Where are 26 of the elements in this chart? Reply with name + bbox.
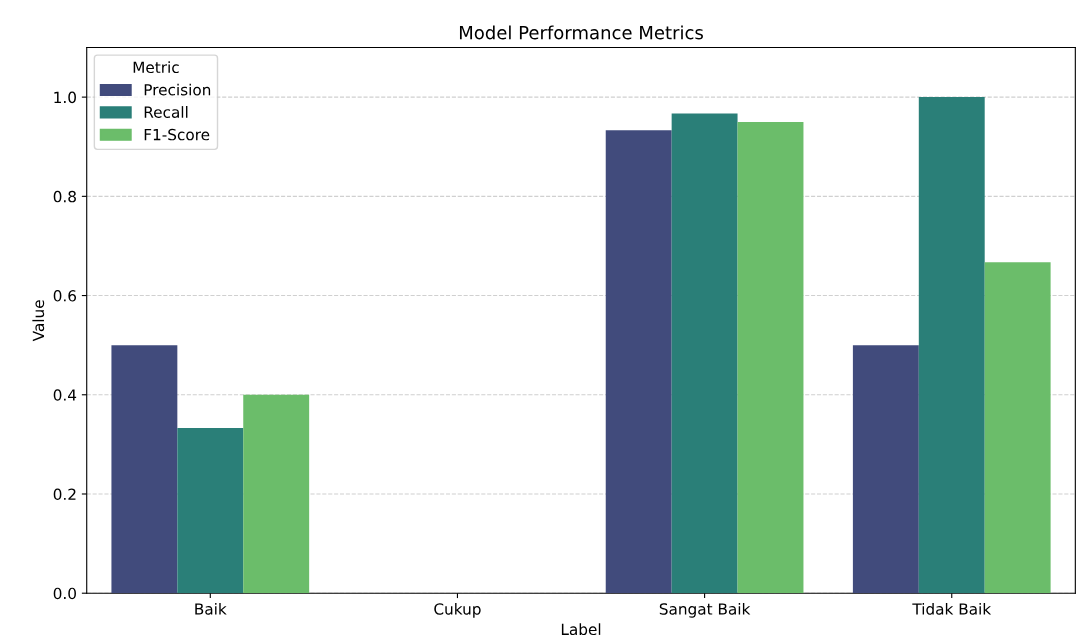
bar [671,113,738,594]
bar [605,130,672,594]
legend-label: Recall [144,106,188,118]
bar [111,345,178,594]
y-tick-label: 0.2 [53,488,76,501]
bar [984,262,1051,594]
chart-title: Model Performance Metrics [459,25,703,40]
x-tick-label: Baik [195,602,227,615]
y-tick-label: 0.8 [53,190,76,203]
y-axis-title: Value [32,300,45,342]
y-tick-label: 0.6 [53,290,77,302]
legend-label: Precision [144,83,211,96]
x-axis-title: Label [561,623,601,636]
bar [243,394,310,594]
bar [737,121,804,594]
x-tick-label: Sangat Baik [659,602,751,618]
bar [177,428,244,594]
legend-label: F1-Score [144,128,210,141]
bar [918,97,985,594]
bar [852,345,919,594]
legend-title: Metric [133,61,179,74]
x-tick-label: Cukup [434,602,481,618]
y-tick-label: 0.0 [53,587,76,600]
y-tick-label: 0.4 [53,389,77,401]
x-tick-label: Tidak Baik [912,602,992,615]
y-tick-label: 1.0 [54,91,76,104]
